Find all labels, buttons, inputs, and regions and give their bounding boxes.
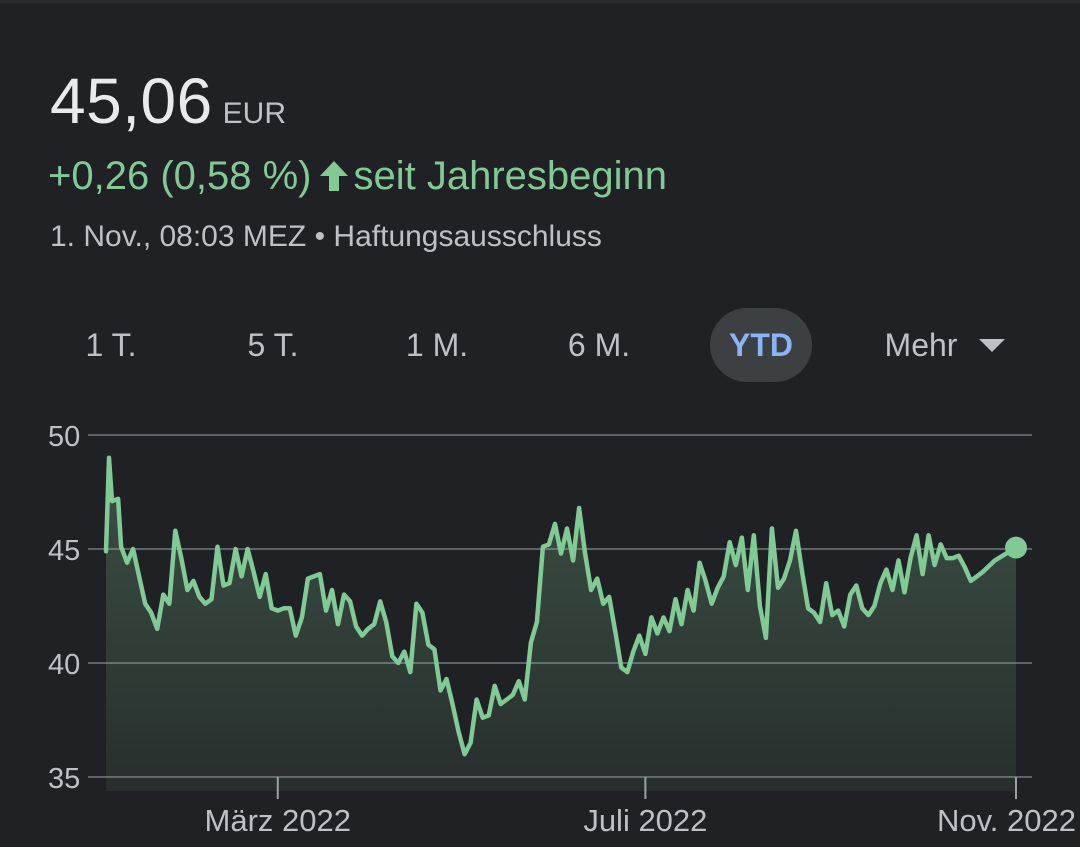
meta-separator: • (314, 220, 326, 253)
disclaimer-link[interactable]: Haftungsausschluss (333, 220, 602, 253)
series-line (103, 455, 1019, 757)
price-display: 45,06 EUR (50, 64, 286, 138)
tab-label: 1 M. (405, 327, 469, 363)
x-tick-label: Nov. 2022 (937, 803, 1076, 838)
x-tick-label: Juli 2022 (583, 803, 707, 838)
change-value: +0,26 (0,58 %) (48, 154, 312, 198)
tab-5-days[interactable]: 5 T. (220, 308, 326, 382)
dropdown-arrow-icon (979, 339, 1006, 352)
price-currency: EUR (222, 97, 286, 130)
price-chart: 35 40 45 50 März 2022 Juli 2022 Nov. 2022 (48, 421, 1076, 838)
tab-1-month[interactable]: 1 M. (382, 308, 492, 382)
y-tick-label: 45 (48, 535, 80, 567)
x-tick-label: März 2022 (205, 803, 351, 838)
tab-label: 6 M. (567, 327, 631, 363)
price-value: 45,06 (50, 65, 213, 137)
tab-more-dropdown[interactable]: Mehr (860, 308, 1030, 382)
tab-label: Mehr (884, 327, 958, 363)
price-change: +0,26 (0,58 %) seit Jahresbeginn (48, 154, 667, 203)
tab-label: 1 T. (85, 327, 137, 363)
change-period-label: seit Jahresbeginn (353, 154, 668, 198)
tab-6-months[interactable]: 6 M. (544, 308, 654, 382)
tab-label: 5 T. (247, 327, 299, 363)
tab-ytd[interactable]: YTD (710, 308, 812, 382)
top-divider (0, 0, 1080, 3)
last-point-marker (1005, 536, 1027, 559)
y-tick-label: 50 (48, 421, 80, 453)
y-tick-label: 40 (48, 649, 80, 681)
quote-meta: 1. Nov., 08:03 MEZ • Haftungsausschluss (50, 220, 602, 254)
arrow-up-icon (318, 158, 350, 203)
tab-1-day[interactable]: 1 T. (58, 308, 164, 382)
tab-label: YTD (729, 327, 793, 363)
range-tabs: 1 T. 5 T. 1 M. 6 M. YTD Mehr (0, 308, 1080, 382)
series-area (106, 457, 1016, 791)
quote-timestamp: 1. Nov., 08:03 MEZ (50, 220, 307, 253)
y-tick-label: 35 (48, 763, 80, 795)
